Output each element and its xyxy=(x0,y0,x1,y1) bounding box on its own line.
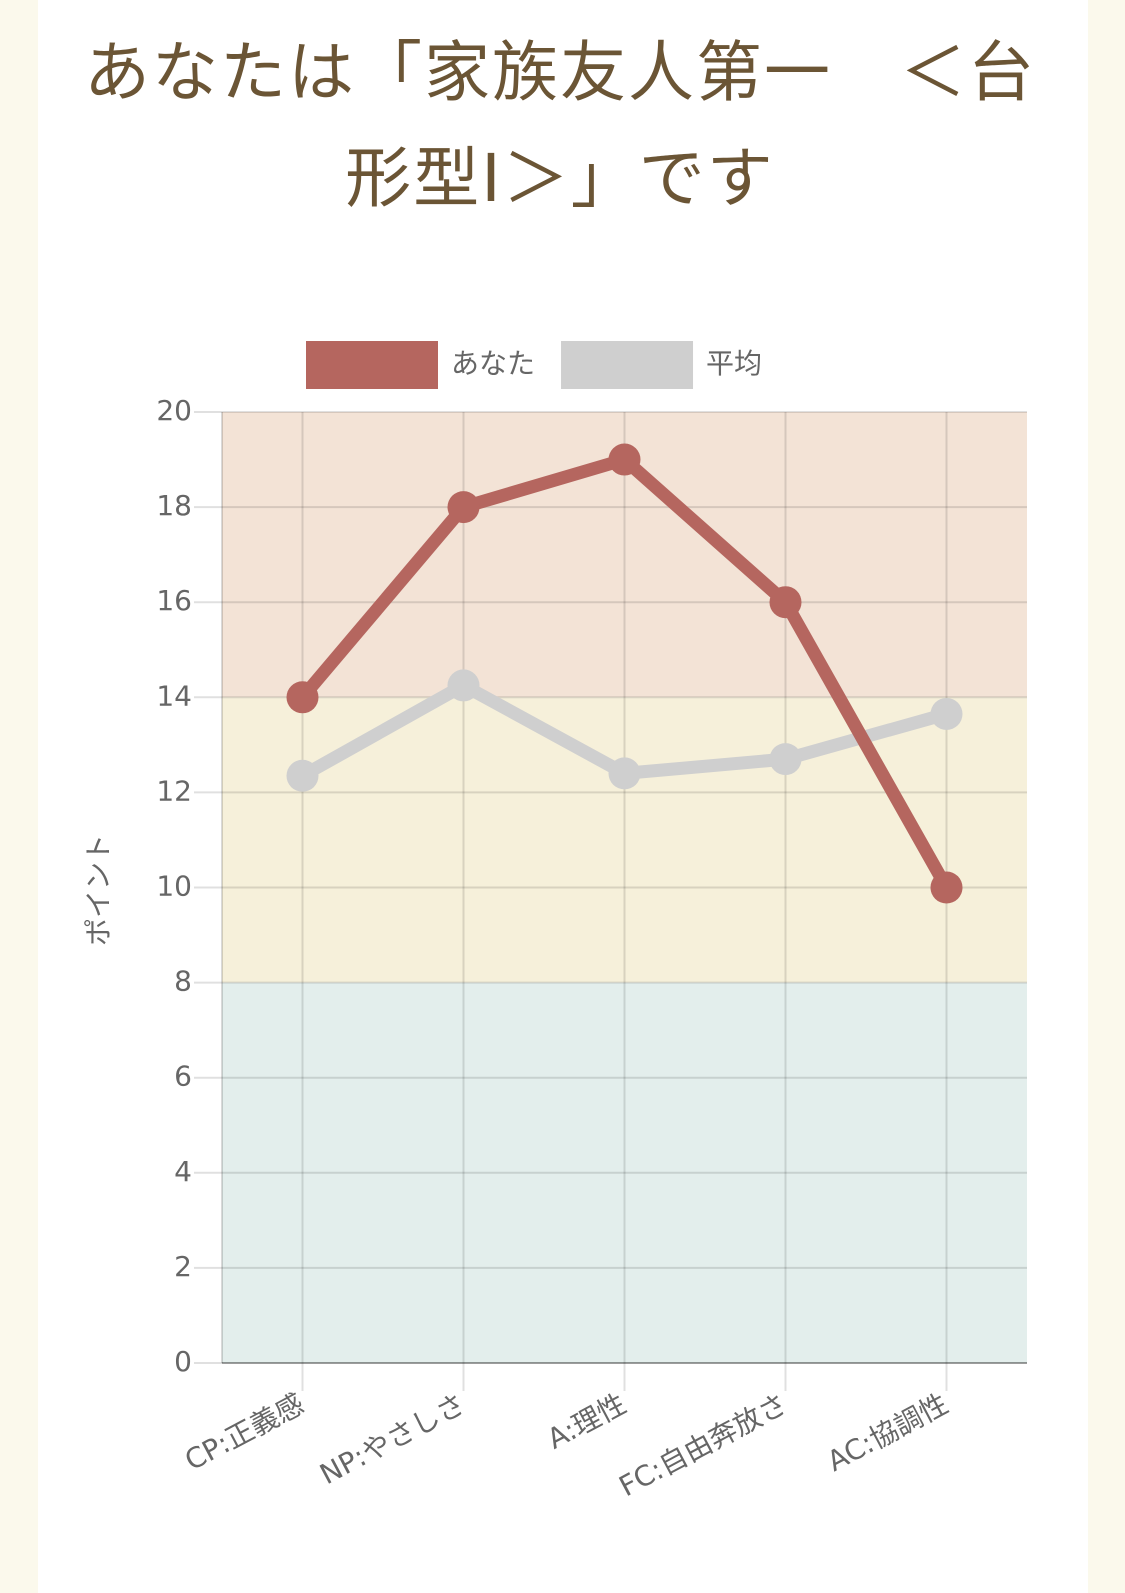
y-tick-label: 12 xyxy=(156,774,192,807)
data-point xyxy=(447,669,480,702)
y-tick-label: 6 xyxy=(174,1060,192,1093)
legend-swatch xyxy=(561,341,694,389)
data-point xyxy=(930,871,963,904)
data-point xyxy=(286,759,319,792)
x-tick-label: NP:やさしさ xyxy=(314,1387,470,1491)
y-tick-label: 20 xyxy=(156,394,192,427)
x-tick-label: A:理性 xyxy=(542,1387,632,1456)
data-point xyxy=(447,491,480,524)
data-point xyxy=(930,697,963,730)
legend-label: 平均 xyxy=(706,347,762,380)
range-band xyxy=(222,982,1027,1363)
x-tick-label: AC:協調性 xyxy=(822,1387,954,1478)
legend-label: あなた xyxy=(451,347,535,380)
data-point xyxy=(608,443,641,476)
y-tick-label: 16 xyxy=(156,584,192,617)
legend-swatch xyxy=(306,341,438,389)
y-tick-label: 0 xyxy=(174,1345,192,1378)
y-tick-label: 4 xyxy=(174,1155,192,1188)
data-point xyxy=(769,586,802,619)
x-tick-label: CP:正義感 xyxy=(179,1387,309,1477)
x-tick-label: FC:自由奔放さ xyxy=(614,1387,793,1503)
y-axis-label: ポイント xyxy=(82,834,115,946)
y-tick-label: 8 xyxy=(174,965,192,998)
y-tick-label: 14 xyxy=(156,679,192,712)
data-point xyxy=(286,681,319,714)
data-point xyxy=(769,743,802,776)
title: あなたは「家族友人第一 ＜台形型Ⅰ＞」です xyxy=(84,34,1036,217)
y-tick-label: 18 xyxy=(156,489,192,522)
y-tick-label: 10 xyxy=(156,870,192,903)
data-point xyxy=(608,757,641,790)
y-tick-label: 2 xyxy=(174,1250,192,1283)
